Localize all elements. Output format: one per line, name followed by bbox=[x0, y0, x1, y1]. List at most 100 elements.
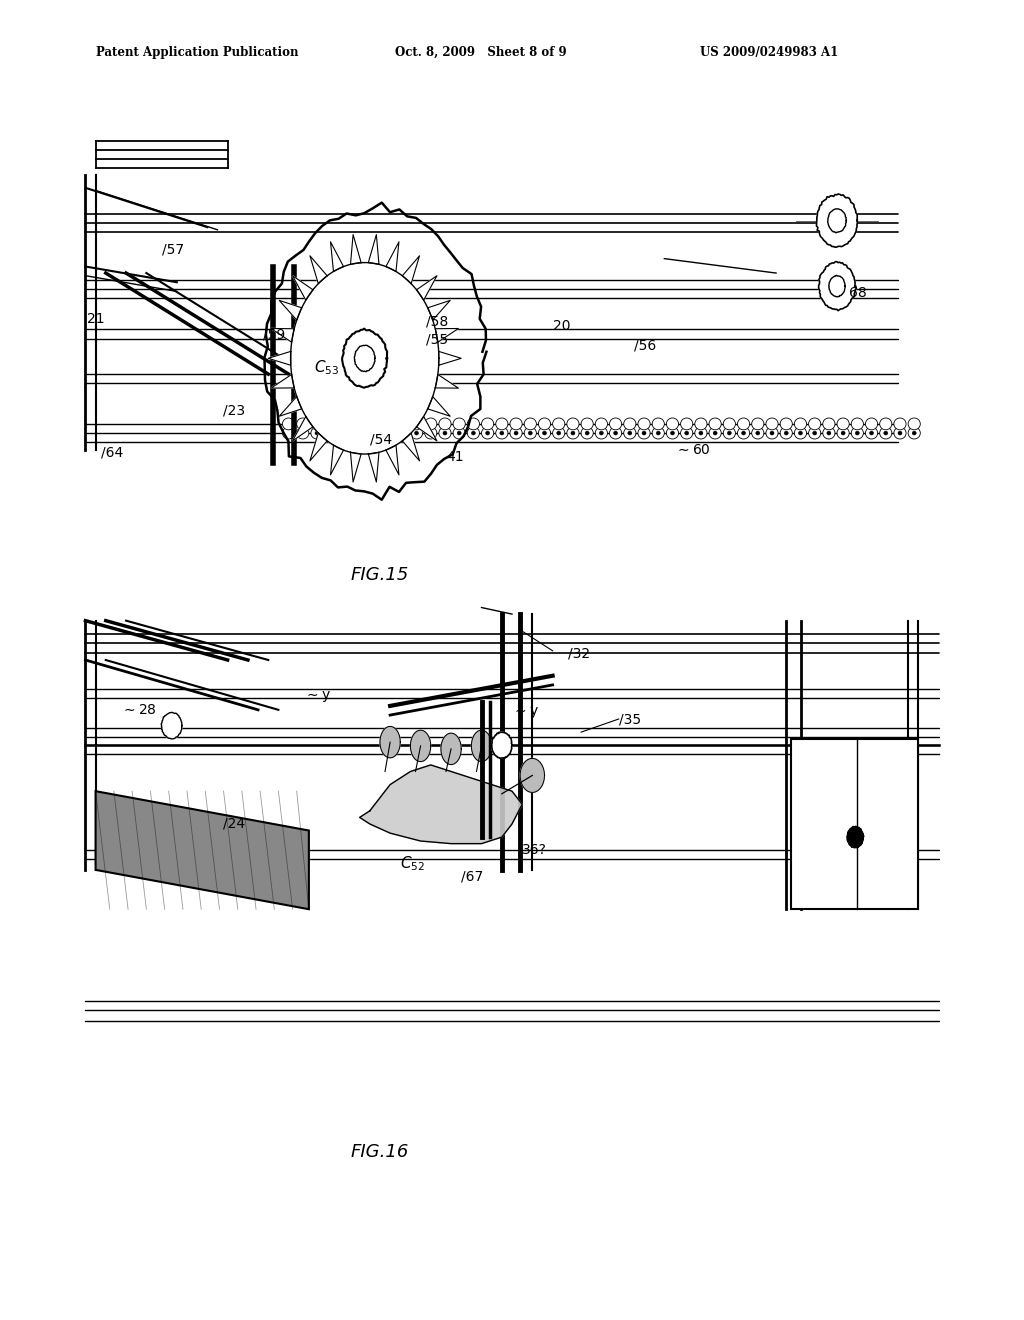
Ellipse shape bbox=[567, 428, 579, 440]
Polygon shape bbox=[417, 276, 437, 300]
Text: /24: /24 bbox=[222, 817, 245, 832]
Polygon shape bbox=[359, 764, 522, 843]
Polygon shape bbox=[310, 433, 327, 461]
Ellipse shape bbox=[667, 418, 679, 430]
Ellipse shape bbox=[624, 428, 636, 440]
Ellipse shape bbox=[723, 428, 735, 440]
Ellipse shape bbox=[780, 418, 793, 430]
Polygon shape bbox=[369, 235, 379, 264]
Ellipse shape bbox=[411, 418, 423, 430]
Ellipse shape bbox=[908, 428, 921, 440]
Ellipse shape bbox=[496, 418, 508, 430]
Polygon shape bbox=[331, 242, 343, 272]
Ellipse shape bbox=[595, 418, 607, 430]
Ellipse shape bbox=[329, 432, 333, 436]
Ellipse shape bbox=[752, 428, 764, 440]
Polygon shape bbox=[293, 416, 313, 441]
Ellipse shape bbox=[727, 432, 731, 436]
Ellipse shape bbox=[510, 418, 522, 430]
Ellipse shape bbox=[297, 428, 309, 440]
Text: /35: /35 bbox=[618, 711, 641, 726]
Ellipse shape bbox=[699, 432, 702, 436]
Ellipse shape bbox=[624, 418, 636, 430]
Ellipse shape bbox=[695, 418, 707, 430]
Ellipse shape bbox=[595, 428, 607, 440]
Ellipse shape bbox=[467, 428, 479, 440]
Text: Oct. 8, 2009   Sheet 8 of 9: Oct. 8, 2009 Sheet 8 of 9 bbox=[395, 46, 567, 59]
Ellipse shape bbox=[581, 418, 593, 430]
Ellipse shape bbox=[283, 418, 295, 430]
Ellipse shape bbox=[553, 428, 565, 440]
Ellipse shape bbox=[539, 418, 551, 430]
Ellipse shape bbox=[325, 428, 337, 440]
Ellipse shape bbox=[372, 432, 376, 436]
Ellipse shape bbox=[396, 428, 409, 440]
Polygon shape bbox=[417, 416, 437, 441]
Polygon shape bbox=[161, 713, 182, 739]
Polygon shape bbox=[428, 301, 451, 319]
Text: /55: /55 bbox=[426, 333, 447, 347]
Ellipse shape bbox=[884, 432, 888, 436]
Ellipse shape bbox=[823, 418, 835, 430]
Ellipse shape bbox=[496, 428, 508, 440]
Text: /56: /56 bbox=[634, 338, 656, 352]
Text: /67: /67 bbox=[461, 870, 483, 883]
Polygon shape bbox=[492, 733, 512, 759]
Ellipse shape bbox=[737, 418, 750, 430]
Ellipse shape bbox=[510, 428, 522, 440]
Text: $\sim$60: $\sim$60 bbox=[675, 444, 711, 457]
Text: /23: /23 bbox=[222, 404, 245, 418]
Text: /64: /64 bbox=[100, 446, 123, 459]
Ellipse shape bbox=[386, 432, 390, 436]
Ellipse shape bbox=[741, 432, 745, 436]
Polygon shape bbox=[380, 726, 400, 758]
Ellipse shape bbox=[898, 432, 902, 436]
Ellipse shape bbox=[297, 418, 309, 430]
Polygon shape bbox=[428, 396, 451, 416]
Polygon shape bbox=[411, 730, 431, 762]
Ellipse shape bbox=[681, 428, 693, 440]
Ellipse shape bbox=[894, 418, 906, 430]
Polygon shape bbox=[435, 329, 459, 342]
Ellipse shape bbox=[353, 428, 366, 440]
Ellipse shape bbox=[553, 418, 565, 430]
Ellipse shape bbox=[567, 418, 579, 430]
Ellipse shape bbox=[851, 418, 863, 430]
Polygon shape bbox=[271, 329, 294, 342]
Ellipse shape bbox=[685, 432, 689, 436]
Ellipse shape bbox=[709, 418, 721, 430]
Ellipse shape bbox=[795, 418, 807, 430]
Ellipse shape bbox=[613, 432, 617, 436]
Polygon shape bbox=[310, 256, 327, 284]
Ellipse shape bbox=[912, 432, 916, 436]
Ellipse shape bbox=[638, 428, 650, 440]
Polygon shape bbox=[816, 194, 857, 247]
Ellipse shape bbox=[671, 432, 675, 436]
Polygon shape bbox=[354, 346, 375, 372]
Ellipse shape bbox=[894, 428, 906, 440]
Ellipse shape bbox=[737, 428, 750, 440]
Polygon shape bbox=[268, 351, 291, 366]
Ellipse shape bbox=[799, 432, 803, 436]
Text: $C_{53}$: $C_{53}$ bbox=[314, 358, 339, 376]
Ellipse shape bbox=[766, 418, 778, 430]
Ellipse shape bbox=[756, 432, 760, 436]
Ellipse shape bbox=[599, 432, 603, 436]
Ellipse shape bbox=[813, 432, 817, 436]
Ellipse shape bbox=[652, 428, 665, 440]
Ellipse shape bbox=[851, 428, 863, 440]
Ellipse shape bbox=[681, 418, 693, 430]
Text: 20: 20 bbox=[553, 318, 570, 333]
Ellipse shape bbox=[524, 428, 537, 440]
Polygon shape bbox=[293, 276, 313, 300]
Ellipse shape bbox=[439, 428, 451, 440]
Text: 68: 68 bbox=[849, 285, 867, 300]
Ellipse shape bbox=[415, 432, 419, 436]
Ellipse shape bbox=[528, 432, 532, 436]
Ellipse shape bbox=[524, 418, 537, 430]
Ellipse shape bbox=[581, 428, 593, 440]
Ellipse shape bbox=[823, 428, 835, 440]
Ellipse shape bbox=[667, 428, 679, 440]
Ellipse shape bbox=[880, 418, 892, 430]
Text: $\sim$28: $\sim$28 bbox=[121, 702, 157, 717]
